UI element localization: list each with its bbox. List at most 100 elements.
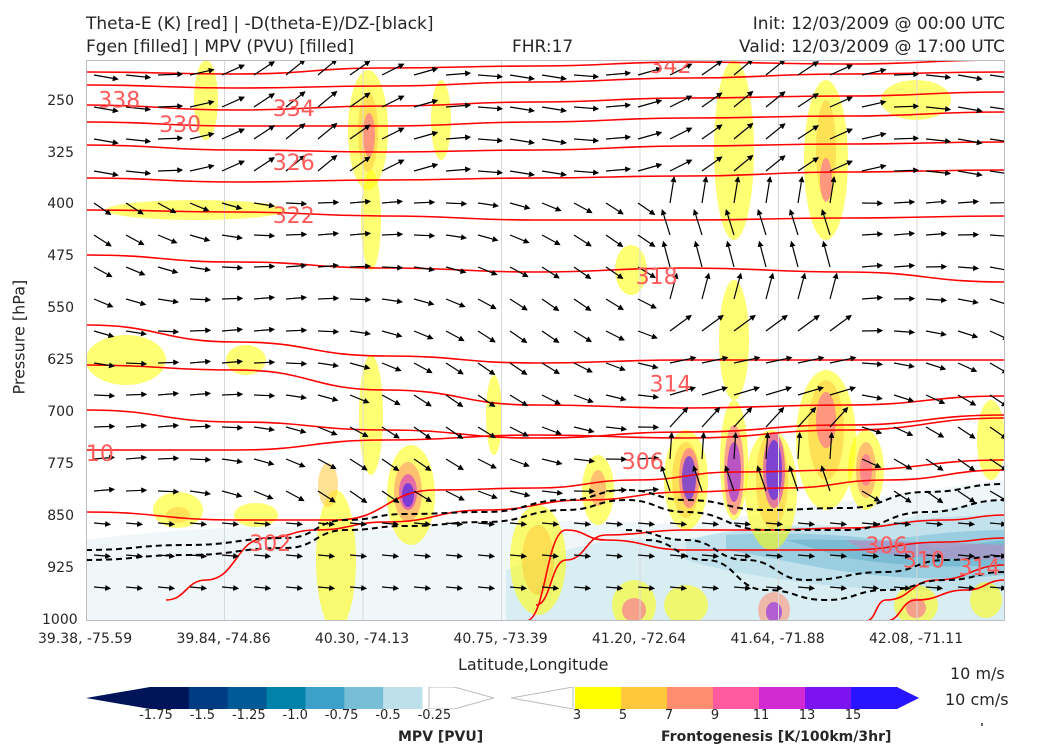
wind-vector [989,138,1005,142]
wind-vector [796,431,803,460]
wind-vector [349,458,368,471]
wind-vector [125,360,148,367]
wind-vector [925,426,945,438]
wind-vector [157,422,180,429]
wind-vector [445,70,472,77]
wind-vector [893,426,914,437]
wind-vector [253,458,275,466]
y-tick-label: 700 [47,404,74,421]
y-tick-label: 1000 [42,612,78,628]
wind-vector [925,552,944,559]
wind-vector [253,426,275,433]
wind-vector [413,232,436,239]
wind-vector [732,431,739,460]
wind-vector [93,486,116,493]
wind-vector [669,355,697,364]
wind-vector [285,200,308,207]
wind-vector [285,327,308,334]
wind-vector [349,92,371,108]
wind-vector [541,298,560,312]
mpv-fill-region [846,540,1005,560]
fgen-fill-region [682,456,696,500]
wind-vector [189,67,215,76]
theta-e-labels: 3383343303263423223183143103063023063103… [86,60,1000,581]
wind-vector [381,63,405,76]
wind-vector [797,272,807,300]
wind-vector [756,209,767,236]
wind-vector [701,520,720,527]
wind-vector [893,329,916,336]
wind-vector [637,130,663,140]
wind-vector [828,431,835,460]
wind-vector [477,234,499,242]
wind-vector [637,393,660,400]
wind-vector [605,166,632,173]
wind-vector [733,90,754,108]
wind-vector [93,74,119,82]
wind-vector [989,426,1005,440]
wind-vector [861,394,883,401]
wind-vector [756,465,767,492]
wind-vector [605,584,624,591]
fgen-fill-region [766,602,782,621]
colorbar-tick-label: 13 [798,708,816,723]
wind-vector [509,106,535,114]
wind-vector [893,394,915,403]
wind-vector [701,406,721,428]
wind-vector [157,390,180,397]
wind-vector [125,74,152,80]
wind-vector [573,105,600,112]
fgen-fill-region [590,470,606,506]
wind-vector [285,60,306,76]
wind-vector [765,406,785,428]
y-axis-label: Pressure [hPa] [9,279,29,395]
wind-vector [925,362,947,371]
wind-vector [317,458,337,470]
colorbar-tick-label: -1.5 [189,708,216,723]
wind-vector [413,66,439,76]
wind-vector [317,122,338,140]
wind-vector [669,95,693,108]
wind-vector [861,426,883,435]
wind-vector [541,489,564,496]
wind-vector [221,64,245,76]
wind-vector [573,330,593,343]
wind-vector [637,362,659,370]
wind-vector [989,584,1005,591]
wind-vector [285,584,304,591]
wind-vector [957,458,976,472]
wind-vector [413,394,432,407]
wind-vector [701,314,724,332]
wind-vector [509,202,531,210]
wind-vector [349,490,368,504]
wind-vector [381,127,405,140]
x-tick-label: 42.08, -71.11 [869,631,964,647]
wind-vector [861,99,887,108]
init-time: Init: 12/03/2009 @ 00:00 UTC [752,14,1005,34]
wind-vector [221,552,240,559]
wind-vector [765,155,786,172]
wind-vector [989,170,1005,174]
wind-vector [477,330,496,343]
wind-vector [285,155,306,172]
x-tick-label: 40.75, -73.39 [453,631,548,647]
wind-vector [861,67,887,76]
wind-vector [349,394,370,404]
x-axis-label: Latitude,Longitude [458,655,609,674]
colorbar-bin [667,687,714,709]
wind-vector [541,234,561,246]
wind-vector [957,74,983,82]
colorbar-bin [621,687,668,709]
wind-vector [221,234,243,241]
wind-vector [692,209,703,236]
wind-vector [541,394,561,405]
wind-vector [925,297,948,304]
wind-vector [797,176,805,204]
wind-vector [157,71,184,78]
theta-e-label: 310 [903,548,945,573]
wind-vector [724,465,735,492]
wind-vector [700,431,707,460]
wind-vector [413,552,432,559]
fgen-fill-region [359,355,383,475]
wind-vector [797,584,816,591]
